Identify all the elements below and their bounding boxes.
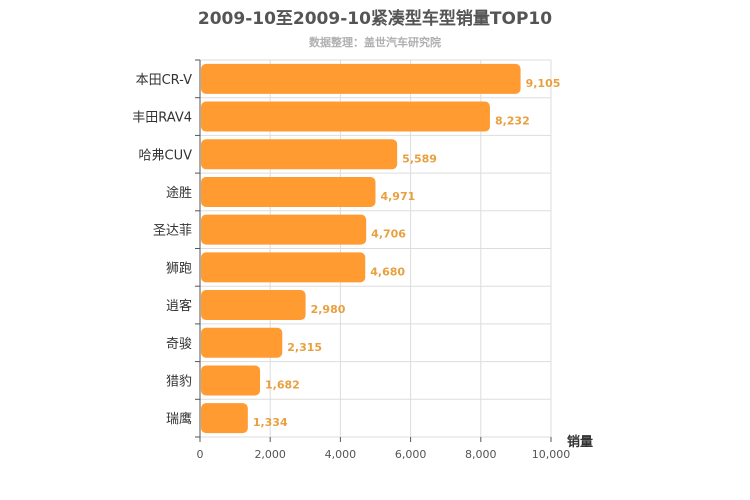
data-label: 8,232	[495, 115, 530, 128]
category-label: 奇骏	[166, 336, 192, 352]
x-tick-label: 6,000	[395, 448, 427, 461]
category-label: 本田CR-V	[136, 73, 193, 88]
bar	[201, 63, 521, 94]
data-label: 5,589	[402, 152, 437, 165]
bar	[201, 403, 248, 434]
data-label: 1,334	[253, 416, 288, 429]
data-label: 4,680	[370, 265, 405, 278]
data-label: 9,105	[526, 77, 561, 90]
x-tick-label: 10,000	[532, 448, 571, 461]
data-label: 4,706	[371, 228, 406, 241]
bar	[201, 252, 366, 283]
bar	[201, 139, 398, 170]
chart-title: 2009-10至2009-10紧凑型车型销量TOP10	[198, 8, 552, 29]
category-label: 丰田RAV4	[132, 111, 192, 126]
data-label: 1,682	[265, 378, 300, 391]
x-tick-label: 2,000	[254, 448, 286, 461]
category-label: 逍客	[166, 298, 192, 314]
x-tick-labels: 0 2,000 4,000 6,000 8,000 10,000	[197, 437, 571, 461]
x-tick-label: 8,000	[465, 448, 497, 461]
chart-subtitle: 数据整理：盖世汽车研究院	[309, 35, 441, 49]
x-axis-label: 销量	[567, 434, 593, 450]
data-label: 4,971	[380, 190, 415, 203]
x-tick-label: 4,000	[325, 448, 357, 461]
bar	[201, 290, 306, 321]
data-label: 2,980	[311, 303, 346, 316]
category-label: 狮跑	[166, 261, 192, 276]
category-label: 瑞鹰	[166, 411, 192, 427]
bar	[201, 176, 376, 207]
category-label: 哈弗CUV	[139, 148, 193, 163]
category-label: 途胜	[166, 185, 192, 201]
bars	[201, 63, 521, 434]
x-tick-label: 0	[197, 448, 204, 461]
data-label: 2,315	[287, 341, 322, 354]
bar	[201, 101, 490, 132]
bar	[201, 214, 367, 245]
value-labels: 9,105 8,232 5,589 4,971 4,706 4,680 2,980 2,315…	[253, 77, 561, 429]
category-label: 圣达菲	[153, 224, 192, 239]
bar	[201, 365, 261, 396]
category-label: 猎豹	[166, 374, 192, 389]
bar	[201, 327, 283, 358]
